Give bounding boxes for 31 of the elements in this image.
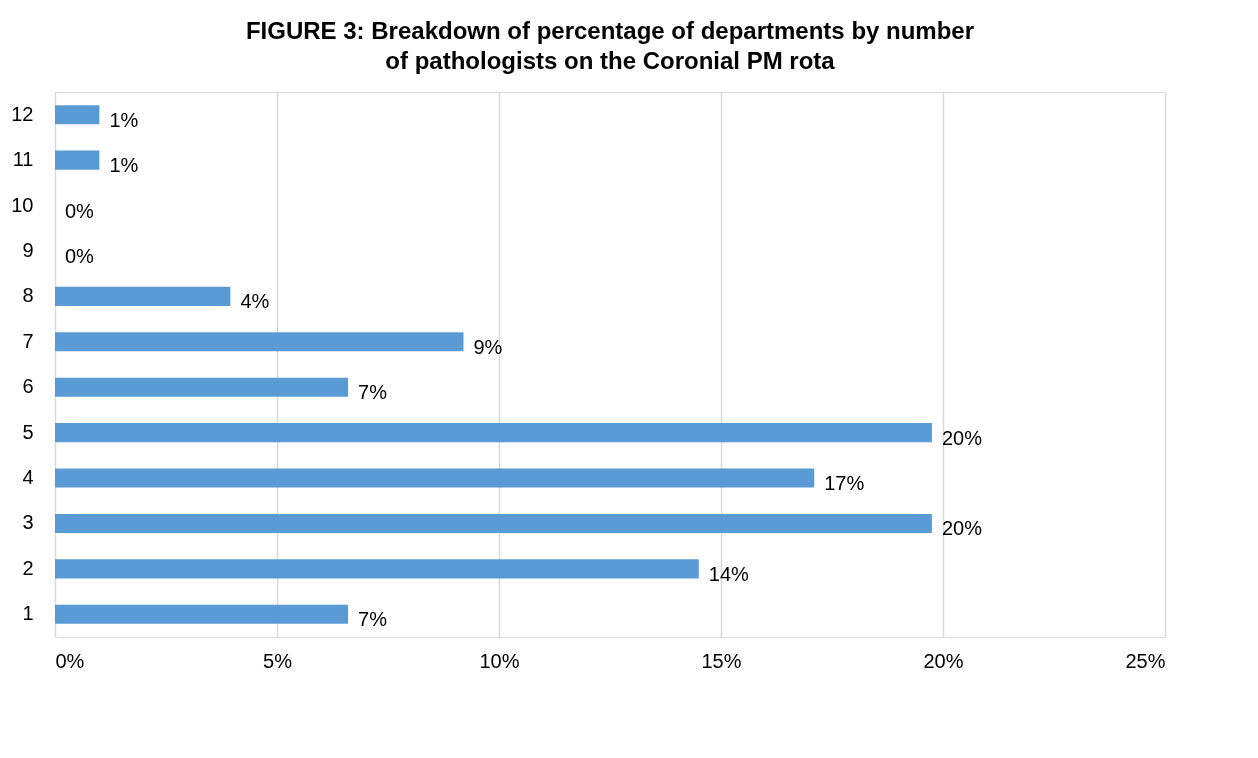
data-label: 1% (109, 154, 139, 177)
y-tick-label: 5 (22, 420, 34, 443)
data-label: 7% (358, 608, 388, 631)
data-label: 0% (65, 199, 95, 222)
x-tick-label: 10% (479, 649, 520, 672)
data-label: 14% (708, 562, 750, 585)
y-tick-label: 4 (22, 466, 34, 489)
x-tick-label: 5% (263, 649, 293, 672)
y-tick-label: 2 (22, 556, 34, 579)
y-tick-label: 3 (22, 511, 34, 534)
y-tick-label: 7 (22, 329, 34, 352)
y-tick-label: 9 (22, 238, 34, 261)
x-tick-label: 20% (923, 649, 964, 672)
data-label: 4% (240, 290, 270, 313)
y-tick-label: 1 (22, 602, 34, 625)
data-label: 1% (109, 108, 139, 131)
data-label: 7% (358, 381, 388, 404)
chart-title: FIGURE 3: Breakdown of percentage of departments by number of pathologists on the Coronial PM rota (245, 17, 975, 74)
x-tick-label: 15% (701, 649, 742, 672)
y-tick-label: 11 (12, 148, 34, 171)
x-tick-label: 25% (1125, 649, 1166, 672)
y-tick-label: 6 (22, 375, 34, 398)
data-label: 9% (473, 335, 503, 358)
y-tick-label: 8 (22, 284, 34, 307)
y-tick-label: 12 (11, 102, 34, 125)
data-label: 17% (824, 472, 865, 495)
x-tick-label: 0% (55, 649, 85, 672)
data-label: 0% (65, 244, 95, 267)
data-label: 20% (941, 426, 983, 449)
y-tick-label: 10 (11, 193, 34, 216)
data-label: 20% (941, 517, 983, 540)
